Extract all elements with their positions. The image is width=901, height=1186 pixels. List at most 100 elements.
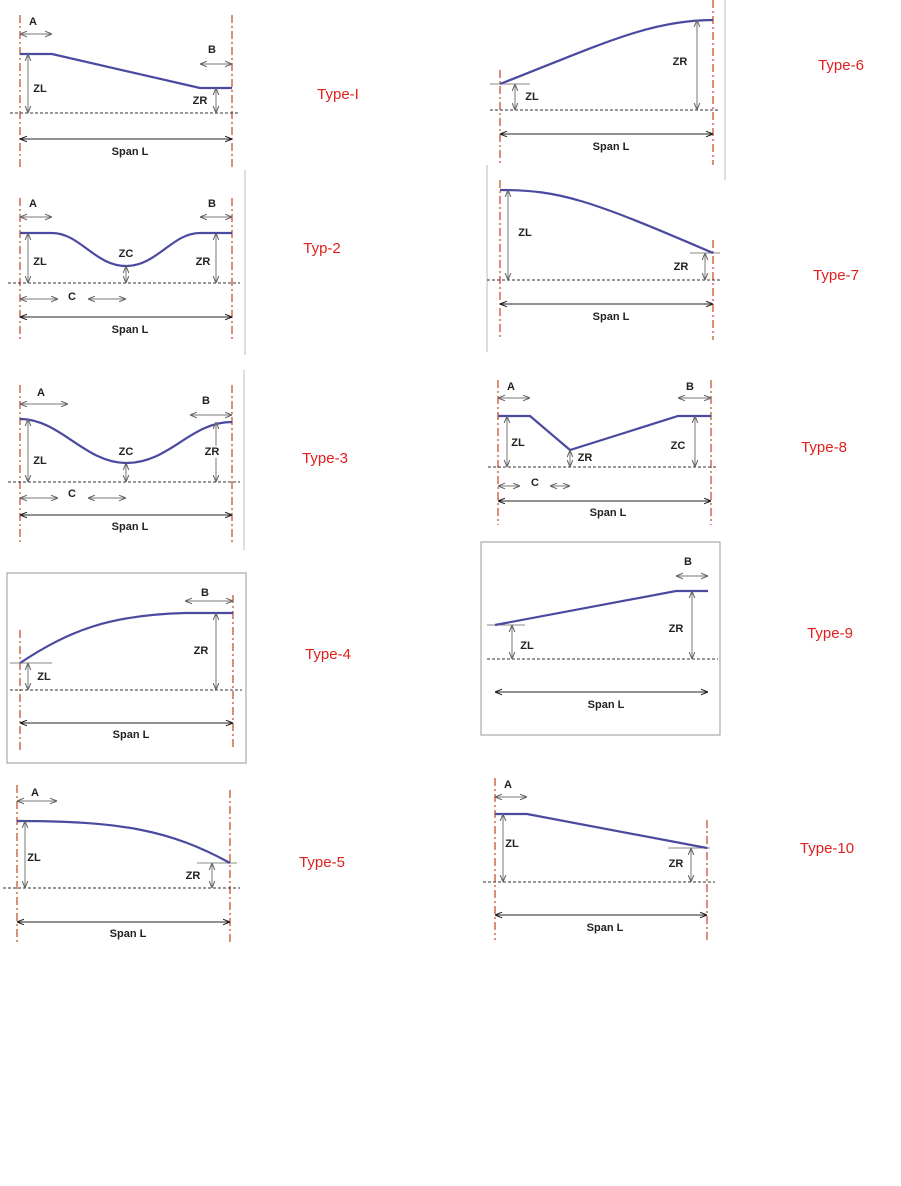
dimension-label: ZR bbox=[196, 256, 211, 268]
label-bg bbox=[201, 394, 212, 407]
frame bbox=[480, 541, 721, 736]
label-bg bbox=[28, 15, 39, 28]
type-label: Typ-2 bbox=[303, 240, 341, 257]
dimension-label: ZL bbox=[37, 671, 51, 683]
dimension-label: Span L bbox=[593, 311, 630, 323]
dimension-label: Span L bbox=[590, 507, 627, 519]
label-bg bbox=[588, 506, 628, 519]
type-label: Type-7 bbox=[813, 267, 859, 284]
label-bg bbox=[108, 927, 148, 940]
dimension-label: ZL bbox=[33, 83, 47, 95]
label-bg bbox=[667, 622, 685, 635]
dimension-label: C bbox=[68, 291, 76, 303]
dimension-label: Span L bbox=[112, 146, 149, 158]
profile bbox=[495, 812, 708, 850]
dimension-label: ZL bbox=[505, 838, 519, 850]
frame bbox=[6, 572, 247, 764]
dimension-label: Span L bbox=[113, 729, 150, 741]
label-bg bbox=[671, 55, 689, 68]
dimension-label: A bbox=[37, 387, 45, 399]
label-bg bbox=[203, 445, 221, 458]
type-label: Type-8 bbox=[801, 439, 847, 456]
dimension-label: ZC bbox=[671, 440, 686, 452]
label-bg bbox=[67, 290, 78, 303]
dimension-label: ZC bbox=[119, 446, 134, 458]
profile bbox=[19, 611, 233, 664]
label-bg bbox=[30, 786, 41, 799]
dimension-label: B bbox=[201, 587, 209, 599]
label-bg bbox=[26, 851, 42, 864]
label-bg bbox=[672, 260, 690, 273]
dimension-label: B bbox=[208, 198, 216, 210]
label-bg bbox=[32, 82, 48, 95]
type-label: Type-I bbox=[317, 86, 359, 103]
label-bg bbox=[519, 639, 535, 652]
dimension-label: B bbox=[686, 381, 694, 393]
label-bg bbox=[207, 43, 218, 56]
label-bg bbox=[585, 921, 625, 934]
dimension-label: Span L bbox=[112, 521, 149, 533]
label-bg bbox=[110, 145, 150, 158]
dimension-label: ZL bbox=[518, 227, 532, 239]
profile bbox=[20, 52, 232, 90]
label-bg bbox=[110, 520, 150, 533]
dimension-label: ZL bbox=[33, 455, 47, 467]
label-bg bbox=[506, 380, 517, 393]
label-bg bbox=[510, 436, 526, 449]
type-label: Type-10 bbox=[800, 840, 854, 857]
dimension-label: C bbox=[531, 477, 539, 489]
label-bg bbox=[32, 255, 48, 268]
label-bg bbox=[36, 670, 52, 683]
type-label: Type-6 bbox=[818, 57, 864, 74]
dimension-label: ZL bbox=[511, 437, 525, 449]
label-bg bbox=[194, 255, 212, 268]
profile bbox=[16, 819, 231, 864]
type-label: Type-5 bbox=[299, 854, 345, 871]
dimension-label: ZR bbox=[674, 261, 689, 273]
label-bg bbox=[530, 476, 541, 489]
label-bg bbox=[667, 857, 685, 870]
dimension-label: C bbox=[68, 488, 76, 500]
dimension-label: ZR bbox=[578, 452, 593, 464]
label-bg bbox=[517, 226, 533, 239]
dimension-label: ZC bbox=[119, 248, 134, 260]
dimension-label: ZL bbox=[525, 91, 539, 103]
dimension-label: ZR bbox=[673, 56, 688, 68]
label-bg bbox=[32, 454, 48, 467]
label-bg bbox=[683, 555, 694, 568]
profile bbox=[499, 188, 714, 255]
label-bg bbox=[576, 451, 594, 464]
dimension-label: Span L bbox=[110, 928, 147, 940]
type-label: Type-4 bbox=[305, 646, 351, 663]
dimension-label: B bbox=[208, 44, 216, 56]
label-bg bbox=[503, 778, 514, 791]
dimension-label: Span L bbox=[588, 699, 625, 711]
dimension-label: ZR bbox=[186, 870, 201, 882]
label-bg bbox=[591, 310, 631, 323]
label-bg bbox=[685, 380, 696, 393]
label-bg bbox=[36, 386, 47, 399]
dimension-label: Span L bbox=[593, 141, 630, 153]
dimension-label: A bbox=[29, 16, 37, 28]
dimension-label: A bbox=[507, 381, 515, 393]
label-bg bbox=[184, 869, 202, 882]
label-bg bbox=[669, 439, 687, 452]
label-bg bbox=[586, 698, 626, 711]
label-bg bbox=[207, 197, 218, 210]
label-bg bbox=[110, 323, 150, 336]
dimension-label: ZR bbox=[669, 623, 684, 635]
label-bg bbox=[117, 445, 135, 458]
dimension-label: ZR bbox=[205, 446, 220, 458]
label-bg bbox=[191, 94, 209, 107]
label-bg bbox=[504, 837, 520, 850]
dimension-label: A bbox=[29, 198, 37, 210]
label-bg bbox=[111, 728, 151, 741]
dimension-label: B bbox=[684, 556, 692, 568]
label-bg bbox=[67, 487, 78, 500]
label-bg bbox=[28, 197, 39, 210]
dimension-label: ZR bbox=[194, 645, 209, 657]
dimension-label: Span L bbox=[112, 324, 149, 336]
dimension-label: ZR bbox=[193, 95, 208, 107]
profile bbox=[499, 18, 714, 86]
